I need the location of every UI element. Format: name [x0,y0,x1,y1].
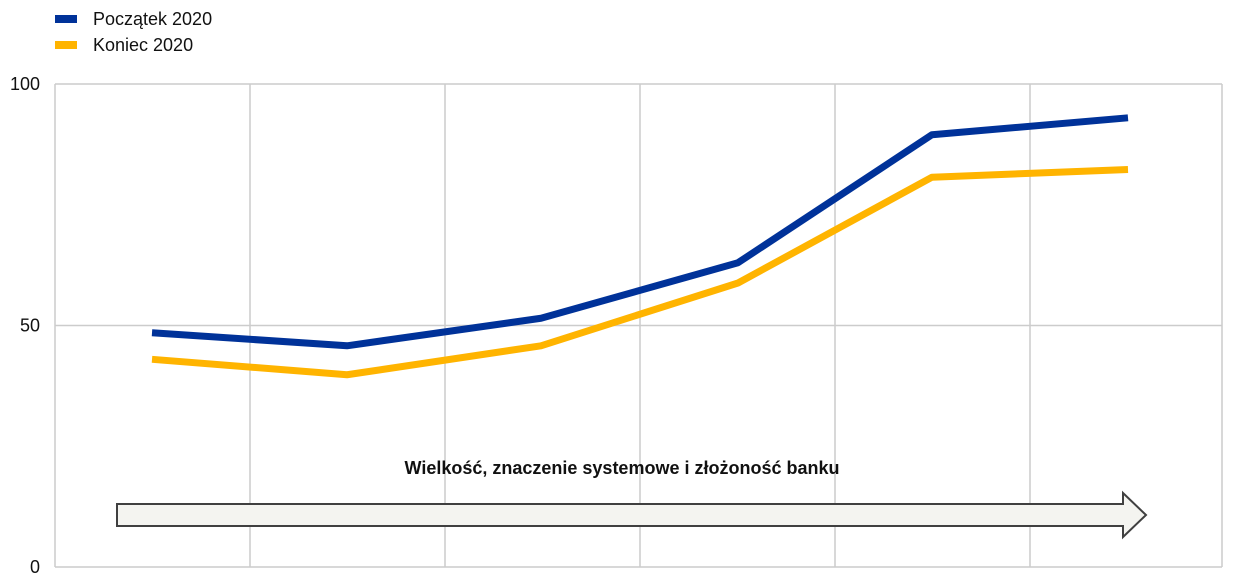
legend-swatch-poczatek [55,15,77,23]
y-tick-label-0: 0 [30,557,40,577]
legend-swatch-koniec [55,41,77,49]
legend: Początek 2020 Koniec 2020 [55,6,212,58]
series [151,114,1129,379]
series-line-koniec-2020 [151,165,1129,379]
series-line-poczatek-2020 [151,114,1129,350]
arrow-annotation: Wielkość, znaczenie systemowe i złożonoś… [405,458,840,478]
y-tick-label-100: 100 [10,74,40,94]
legend-label-poczatek: Początek 2020 [93,8,213,29]
progression-arrow-group: Wielkość, znaczenie systemowe i złożonoś… [116,458,1148,540]
y-tick-label-50: 50 [20,316,40,336]
legend-item-koniec: Koniec 2020 [55,32,212,58]
y-axis-labels: 0 50 100 [10,74,40,577]
legend-label-koniec: Koniec 2020 [93,34,194,55]
grid [54,83,1223,568]
legend-item-poczatek: Początek 2020 [55,6,212,32]
progression-arrow [116,490,1148,540]
